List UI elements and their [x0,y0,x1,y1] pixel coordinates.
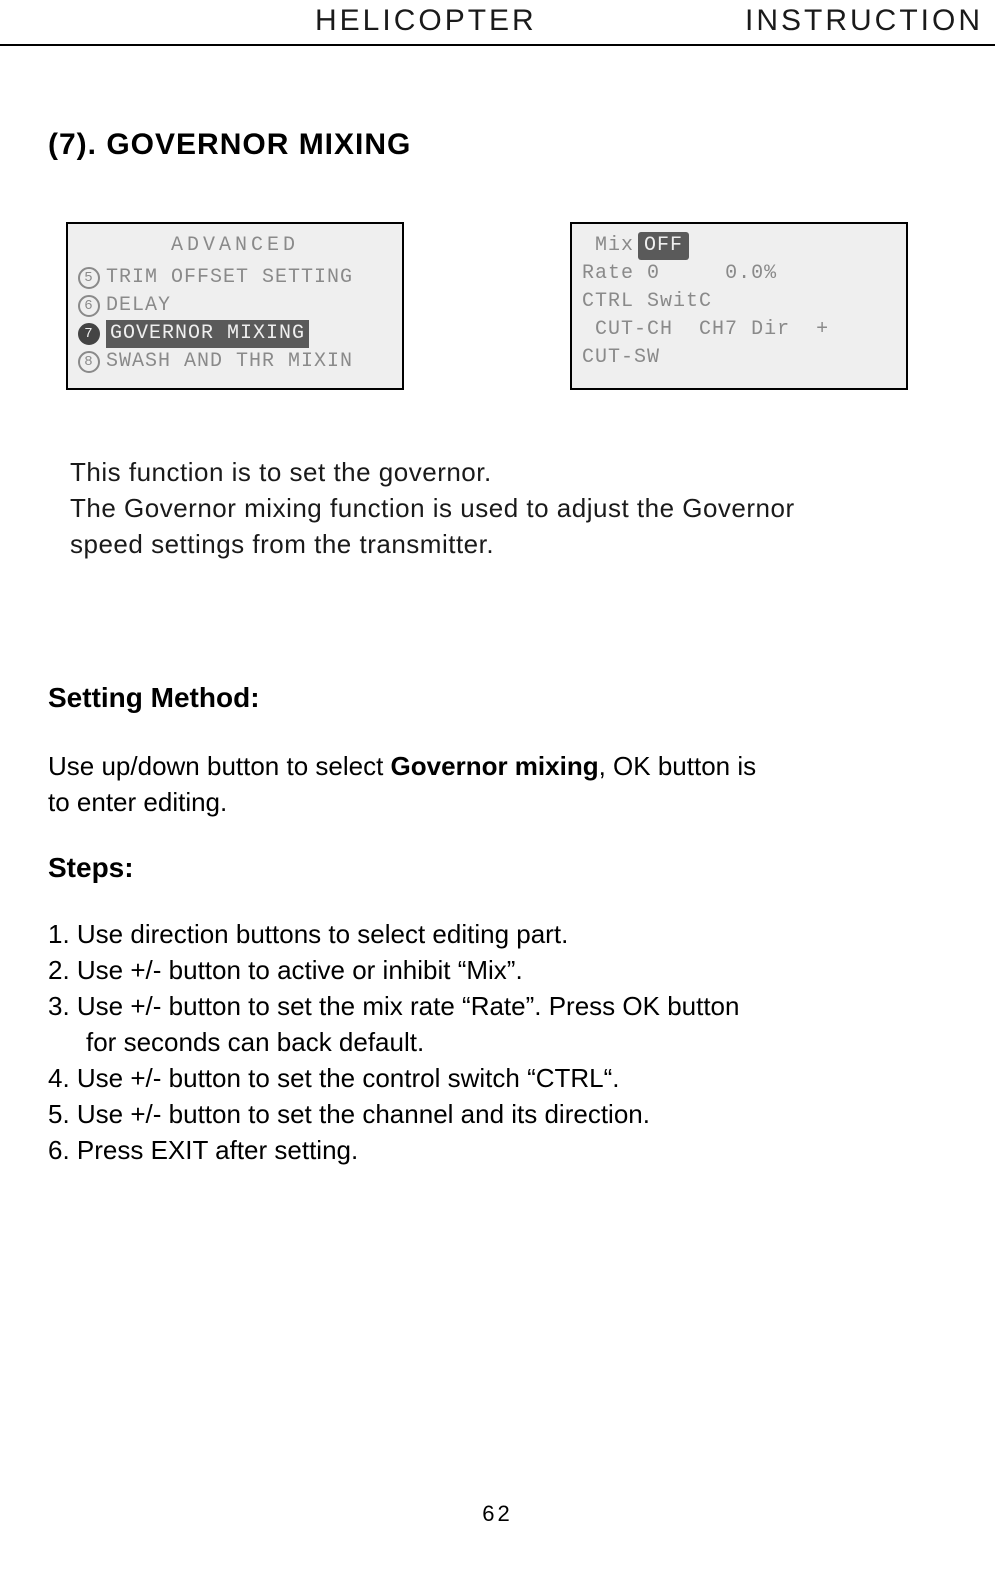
mix-label: Mix [595,232,634,260]
setting-method-heading: Setting Method: [48,682,260,714]
header-left: HELICOPTER [315,4,537,38]
setting-method-body: Use up/down button to select Governor mi… [48,748,948,820]
intro-line: The Governor mixing function is used to … [70,490,926,526]
intro-line: This function is to set the governor. [70,454,926,490]
step-item: 3. Use +/- button to set the mix rate “R… [48,988,948,1024]
lcd-row-label: DELAY [106,292,171,320]
section-title: (7). GOVERNOR MIXING [48,128,411,162]
lcd-menu-row: 8 SWASH AND THR MIXIN [78,348,392,376]
lcd-settings-inner: Mix OFF Rate 0 0.0% CTRL SwitC CUT-CH CH… [572,224,906,378]
lcd-row-num-icon: 6 [78,295,100,317]
intro-paragraph: This function is to set the governor. Th… [70,454,926,562]
lcd-menu-row: 5 TRIM OFFSET SETTING [78,264,392,292]
step-item: 5. Use +/- button to set the channel and… [48,1096,948,1132]
step-item-cont: for seconds can back default. [86,1024,948,1060]
lcd-row-label: GOVERNOR MIXING [106,320,309,348]
lcd-screenshot-menu: ADVANCED 5 TRIM OFFSET SETTING 6 DELAY 7… [66,222,404,390]
lcd-line-cutsw: CUT-SW [582,344,896,372]
method-bold: Governor mixing [391,751,599,781]
header-divider [0,44,995,46]
lcd-menu-inner: ADVANCED 5 TRIM OFFSET SETTING 6 DELAY 7… [68,224,402,382]
lcd-row-num-icon: 5 [78,267,100,289]
steps-heading: Steps: [48,852,134,884]
rate-label: Rate [582,260,634,288]
rate-idx: 0 [647,260,660,288]
dir-label: Dir [751,316,790,344]
method-text: to enter editing. [48,787,227,817]
lcd-row-label: TRIM OFFSET SETTING [106,264,353,292]
step-item: 4. Use +/- button to set the control swi… [48,1060,948,1096]
cutch-label: CUT-CH [595,316,673,344]
step-item: 1. Use direction buttons to select editi… [48,916,948,952]
dir-val: + [816,316,829,344]
ctrl-val: SwitC [647,288,712,316]
page-number: 62 [0,1501,995,1527]
lcd-screenshot-settings: Mix OFF Rate 0 0.0% CTRL SwitC CUT-CH CH… [570,222,908,390]
lcd-row-label: SWASH AND THR MIXIN [106,348,353,376]
rate-val: 0.0% [725,260,777,288]
intro-line: speed settings from the transmitter. [70,526,926,562]
page: HELICOPTER INSTRUCTION (7). GOVERNOR MIX… [0,0,995,1575]
lcd-menu-row-selected: 7 GOVERNOR MIXING [78,320,392,348]
lcd-menu-row: 6 DELAY [78,292,392,320]
lcd-line-cutch: CUT-CH CH7 Dir + [582,316,896,344]
method-text: Use up/down button to select [48,751,391,781]
steps-body: 1. Use direction buttons to select editi… [48,916,948,1168]
lcd-row-num-icon: 7 [78,323,100,345]
cutch-val: CH7 [699,316,738,344]
cutsw-label: CUT-SW [582,344,660,372]
header-right: INSTRUCTION [745,4,983,38]
lcd-line-rate: Rate 0 0.0% [582,260,896,288]
mix-value: OFF [638,232,689,260]
ctrl-label: CTRL [582,288,634,316]
lcd-line-mix: Mix OFF [582,232,896,260]
method-text: , OK button is [599,751,757,781]
lcd-line-ctrl: CTRL SwitC [582,288,896,316]
lcd-row-num-icon: 8 [78,351,100,373]
step-item: 2. Use +/- button to active or inhibit “… [48,952,948,988]
lcd-menu-title: ADVANCED [78,232,392,260]
step-item: 6. Press EXIT after setting. [48,1132,948,1168]
